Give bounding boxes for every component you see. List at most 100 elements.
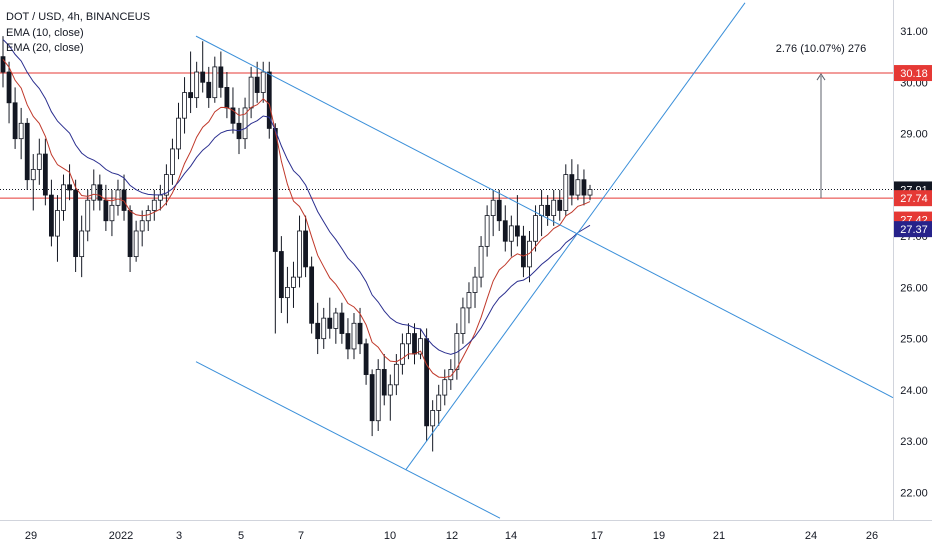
candle-body [115, 189, 121, 206]
candle [575, 164, 581, 201]
candle [430, 400, 436, 452]
candle [18, 107, 24, 160]
candle-body [79, 230, 85, 258]
candle-body [472, 276, 478, 293]
y-tick-label: 23.00 [900, 436, 928, 448]
price-tag-label: 27.37 [900, 224, 928, 236]
candle [351, 313, 357, 360]
candle [418, 328, 423, 360]
candle [375, 359, 381, 431]
candle [206, 66, 212, 108]
candle [272, 123, 278, 334]
x-tick-label: 2022 [109, 530, 133, 542]
candle-body [218, 66, 224, 88]
candle [73, 179, 79, 273]
candle-body [163, 174, 169, 196]
candle [339, 302, 345, 344]
candle-body [230, 107, 236, 124]
candle [194, 61, 200, 108]
candle [387, 374, 393, 421]
candle-body [448, 369, 454, 381]
x-tick-label: 24 [805, 530, 817, 542]
candle [533, 205, 538, 252]
candle-body [539, 204, 544, 217]
x-tick-label: 17 [591, 530, 603, 542]
candle-body [412, 333, 417, 355]
x-tick-label: 7 [298, 530, 304, 542]
candle-body [49, 194, 54, 237]
candle-body [508, 225, 514, 242]
y-tick-label: 29.00 [900, 129, 928, 141]
candle [393, 354, 399, 396]
candle-body [514, 225, 520, 237]
candle [309, 256, 315, 334]
candle-body [315, 322, 321, 340]
candle-body [563, 174, 569, 211]
candle [12, 87, 18, 149]
candle [79, 215, 85, 278]
candle [6, 61, 12, 124]
candle-body [30, 169, 36, 181]
y-tick-label: 22.00 [900, 488, 928, 500]
candle-body [109, 204, 115, 222]
candle-body [521, 235, 526, 268]
candle-body [6, 71, 12, 104]
candle [36, 138, 42, 185]
candle-body [182, 92, 187, 119]
price-tag-bg [894, 65, 932, 82]
candle-body [91, 184, 97, 201]
candle-body [533, 215, 538, 242]
candle [242, 97, 248, 149]
candle-body [309, 266, 315, 324]
candle-body [484, 215, 490, 247]
x-tick-label: 14 [505, 530, 517, 542]
candle-body [569, 174, 575, 196]
candle-body [557, 199, 563, 211]
candle [133, 220, 139, 262]
y-tick-label: 31.00 [900, 26, 928, 38]
legend-ema10: EMA (10, close) [6, 26, 84, 39]
candle-body [545, 204, 551, 217]
candle [42, 138, 48, 206]
candle-body [466, 292, 472, 309]
ema10-line [2, 59, 591, 379]
candle-body [442, 379, 448, 396]
x-tick-label: 12 [446, 530, 458, 542]
candle [200, 41, 206, 93]
candle-body [460, 307, 466, 334]
candle-body [139, 220, 145, 232]
candle-body [430, 410, 436, 427]
price-tag-label: 27.74 [900, 193, 928, 205]
candle-body [496, 199, 502, 222]
candle [61, 174, 66, 221]
candle [466, 282, 472, 324]
candle [49, 179, 54, 247]
candle [363, 338, 369, 385]
candle-body [502, 220, 508, 242]
price-tag-label: 30.18 [900, 68, 928, 80]
candle [254, 61, 260, 103]
candle-body [278, 251, 284, 299]
candle-body [212, 66, 218, 99]
y-tick-label: 25.00 [900, 334, 928, 346]
candle [345, 318, 351, 360]
candle [55, 195, 60, 262]
candle [109, 189, 115, 237]
x-tick-label: 29 [25, 530, 37, 542]
candle-body [327, 317, 333, 329]
candle [321, 307, 327, 349]
candle-body [0, 56, 6, 73]
price-tag-bg [894, 221, 932, 238]
legend-ema20: EMA (20, close) [6, 42, 84, 54]
chart-legend: DOT / USD, 4h, BINANCEUS EMA (10, close)… [6, 10, 150, 57]
x-tick-label: 3 [176, 530, 182, 542]
candle [478, 236, 484, 288]
candle-body [42, 153, 48, 196]
candle-body [418, 338, 423, 355]
candle [0, 36, 6, 88]
candle [490, 189, 496, 237]
candle-body [200, 71, 206, 83]
candle [218, 51, 224, 98]
